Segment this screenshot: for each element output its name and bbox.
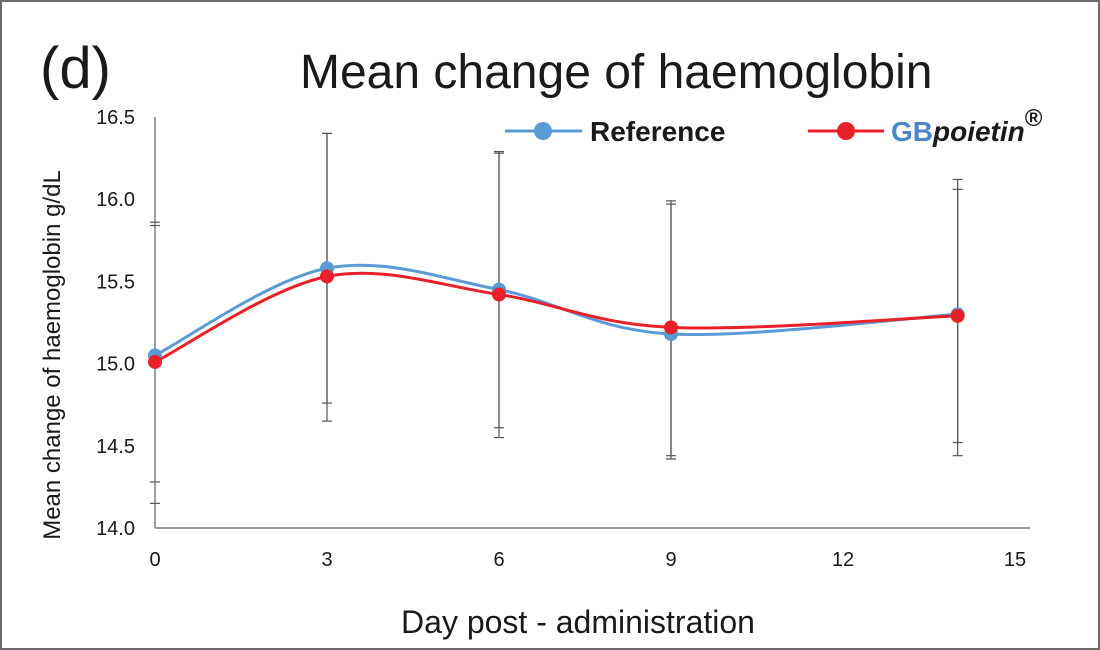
axes xyxy=(154,117,1030,529)
data-point-gbpoietin xyxy=(320,269,334,284)
legend-item-gbpoietin: GBpoietin® xyxy=(808,105,1043,147)
data-point-gbpoietin xyxy=(492,287,506,302)
x-tick-label: 9 xyxy=(665,549,676,571)
legend: Reference GBpoietin® xyxy=(505,105,1043,147)
x-tick-label: 6 xyxy=(493,549,504,571)
y-tick-label: 14.5 xyxy=(96,436,135,458)
x-axis-label: Day post - administration xyxy=(401,604,755,640)
y-axis-label: Mean change of haemoglobin g/dL xyxy=(39,170,66,540)
legend-swatch-gbpoietin-marker xyxy=(837,122,855,140)
legend-label-gbpoietin-prefix: GB xyxy=(891,116,933,147)
legend-label-gbpoietin-mark: ® xyxy=(1025,105,1043,132)
panel-label: (d) xyxy=(40,36,111,101)
legend-swatch-reference-marker xyxy=(534,122,552,140)
series-markers xyxy=(148,261,965,369)
y-tick-label: 14.0 xyxy=(96,518,135,540)
chart-title: Mean change of haemoglobin xyxy=(300,46,932,99)
x-tick-label: 12 xyxy=(832,549,854,571)
tick-labels: 14.0 14.5 15.0 15.5 16.0 16.5 0 3 6 9 12 15 xyxy=(96,107,1026,571)
legend-label-reference: Reference xyxy=(590,116,725,147)
error-bar-gbpoietin xyxy=(150,221,160,504)
y-tick-label: 16.0 xyxy=(96,189,135,211)
y-tick-label: 15.0 xyxy=(96,354,135,376)
legend-item-reference: Reference xyxy=(505,116,725,147)
x-tick-label: 15 xyxy=(1004,549,1026,571)
data-point-gbpoietin xyxy=(664,320,678,335)
y-tick-label: 15.5 xyxy=(96,271,135,293)
error-bar-reference xyxy=(150,224,160,483)
y-tick-label: 16.5 xyxy=(96,107,135,129)
legend-label-gbpoietin-suffix: poietin xyxy=(932,116,1025,147)
data-point-gbpoietin xyxy=(148,354,162,369)
data-point-gbpoietin xyxy=(950,308,965,323)
legend-label-gbpoietin: GBpoietin® xyxy=(891,105,1043,147)
x-tick-label: 3 xyxy=(321,549,332,571)
x-tick-label: 0 xyxy=(149,549,160,571)
